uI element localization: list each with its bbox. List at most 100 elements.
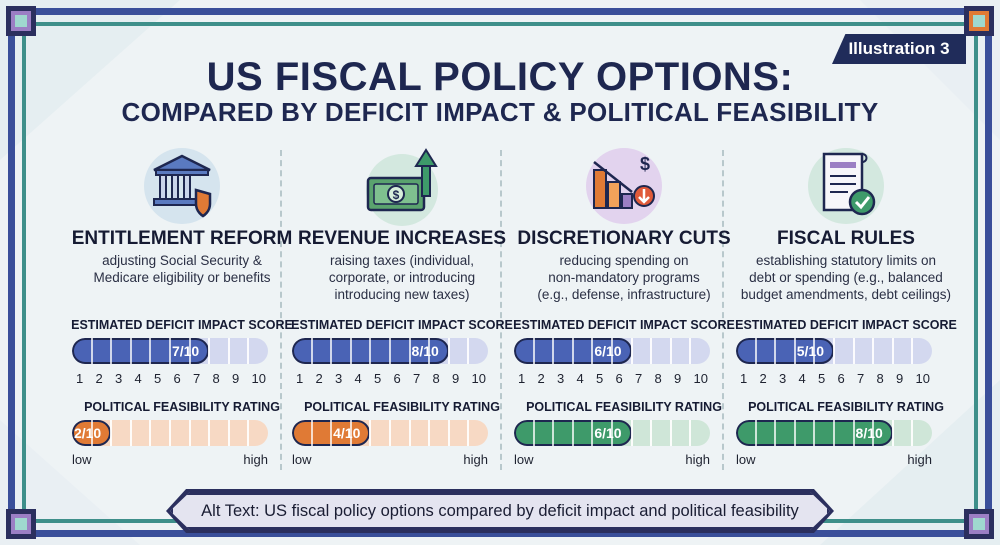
scale-ticks: 1 2 3 4 5 6 7 8 9 10 [292,371,488,386]
bar-segment-divider [571,420,574,446]
scale-tick-label: 1 [76,371,84,386]
scale-tick-label: 7 [857,371,865,386]
description-line: Medicare eligibility or benefits [93,270,271,285]
feasibility-scale-labels: low high [292,452,488,467]
policy-column-entitlement: ENTITLEMENT REFORM adjusting Social Secu… [71,142,293,472]
bar-segment-divider [169,338,171,364]
scale-tick-label: 9 [452,371,460,386]
scale-tick-label: 4 [134,371,142,386]
bar-segment-divider [754,420,757,446]
bar-segment-divider [428,338,431,364]
scale-tick-label: 4 [798,371,806,386]
bar-segment-divider [330,338,333,364]
scale-tick-label: 8 [654,371,662,386]
scale-tick-label: 1 [518,371,526,386]
bar-segment-divider [110,420,113,446]
bar-segment-divider [611,338,613,364]
bar-segment-divider [467,420,470,446]
bar-segment-divider [532,420,535,446]
corner-ornament-top-right [964,6,994,36]
bar-segment-divider [330,420,333,446]
bar-segment-divider [389,420,391,446]
deficit-score-fill: 5/10 [736,338,834,364]
scale-tick-label: 6 [393,371,401,386]
bar-segment-divider [611,420,613,446]
scale-ticks: 1 2 3 4 5 6 7 8 9 10 [72,371,268,386]
bar-segment-divider [911,338,914,364]
bar-segment-divider [630,338,633,364]
column-divider [280,150,282,470]
policy-column-revenue: $ REVENUE INCREASES raising taxes (indiv… [291,142,513,472]
high-label: high [685,452,710,467]
bar-segment-divider [428,420,431,446]
policy-title: ENTITLEMENT REFORM [71,228,293,249]
bar-segment-divider [247,338,250,364]
deficit-impact-bar: 8/10 [292,338,488,364]
bar-segment-divider [408,420,411,446]
deficit-impact-bar: 5/10 [736,338,932,364]
scale-tick-label: 2 [315,371,323,386]
scale-tick-label: 3 [779,371,787,386]
corner-ornament-bottom-right [964,509,994,539]
deficit-score-fill: 7/10 [72,338,210,364]
scale-tick-label: 5 [596,371,604,386]
deficit-impact-bar: 6/10 [514,338,710,364]
policy-title: FISCAL RULES [777,228,915,249]
deficit-impact-bar: 7/10 [72,338,268,364]
bar-segment-divider [169,420,171,446]
bar-segment-divider [369,338,372,364]
scale-tick-label: 3 [557,371,565,386]
deficit-impact-label: ESTIMATED DEFICIT IMPACT SCORE [513,318,735,332]
column-divider [722,150,724,470]
scale-tick-label: 7 [193,371,201,386]
scale-tick-label: 1 [740,371,748,386]
political-feasibility-label: POLITICAL FEASIBILITY RATING [304,400,500,414]
description-line: (e.g., defense, infrastructure) [537,287,711,302]
bar-segment-divider [90,338,93,364]
scale-tick-label: 9 [674,371,682,386]
illustration-badge: Illustration 3 [832,34,966,64]
bar-segment-divider [852,420,855,446]
scale-tick-label: 4 [576,371,584,386]
policy-description: establishing statutory limits on debt or… [736,252,956,303]
scale-tick-label: 8 [432,371,440,386]
bar-segment-divider [552,338,555,364]
scale-ticks: 1 2 3 4 5 6 7 8 9 10 [514,371,710,386]
bar-segment-divider [310,338,313,364]
scale-tick-label: 7 [635,371,643,386]
bar-segment-divider [813,338,816,364]
political-feasibility-label: POLITICAL FEASIBILITY RATING [748,400,944,414]
alt-text-banner: Alt Text: US fiscal policy options compa… [170,492,830,530]
bar-segment-divider [689,420,692,446]
description-line: establishing statutory limits on [755,253,937,268]
bar-segment-divider [349,338,352,364]
bar-segment-divider [369,420,372,446]
bar-segment-divider [467,338,470,364]
bar-segment-divider [408,338,411,364]
bar-segment-divider [571,338,574,364]
bar-segment-divider [911,420,914,446]
policy-title: DISCRETIONARY CUTS [517,228,731,249]
scale-tick-label: 8 [876,371,884,386]
scale-tick-label: 5 [818,371,826,386]
low-label: low [514,452,534,467]
scale-tick-label: 5 [154,371,162,386]
bar-segment-divider [532,338,535,364]
bar-segment-divider [208,338,211,364]
bar-segment-divider [630,420,633,446]
scale-tick-label: 9 [232,371,240,386]
scale-ticks: 1 2 3 4 5 6 7 8 9 10 [736,371,932,386]
bank-shield-icon [140,144,224,228]
low-label: low [72,452,92,467]
bar-segment-divider [774,420,777,446]
money-arrow-up-icon: $ [360,144,444,228]
svg-text:$: $ [393,188,400,202]
scale-tick-label: 10 [693,371,708,386]
description-line: corporate, or introducing [328,270,476,285]
high-label: high [907,452,932,467]
main-title: US FISCAL POLICY OPTIONS: [206,55,794,99]
bar-segment-divider [833,420,835,446]
bar-segment-divider [227,420,230,446]
political-feasibility-bar: 4/10 [292,420,488,446]
political-feasibility-bar: 6/10 [514,420,710,446]
